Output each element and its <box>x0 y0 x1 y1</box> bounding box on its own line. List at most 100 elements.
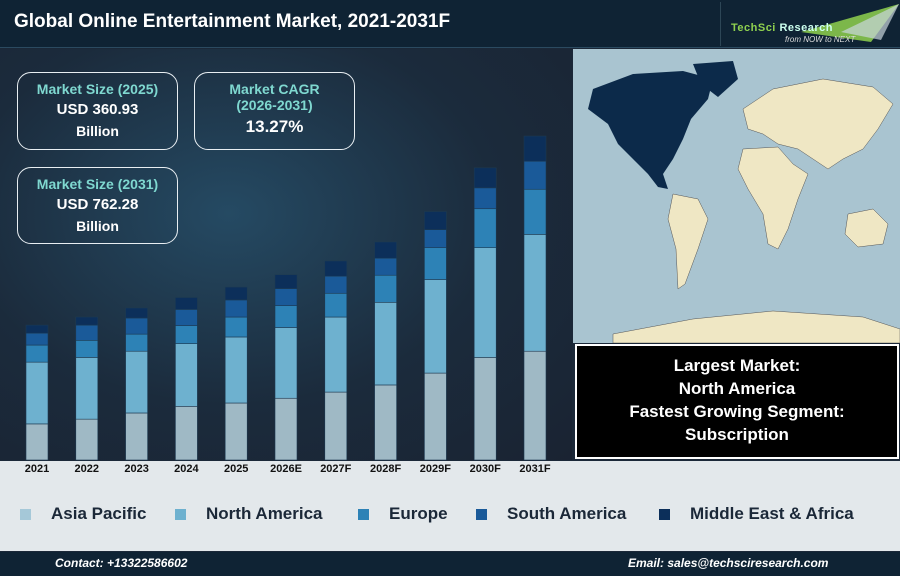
legend-swatch <box>358 508 369 520</box>
x-tick-label: 2022 <box>75 463 99 475</box>
legend-label: North America <box>206 504 323 523</box>
bar-segment-europe-2023 <box>125 333 148 352</box>
bar-segment-asia-pacific-2022 <box>75 418 99 461</box>
legend-label: Middle East & Africa <box>690 504 854 523</box>
bar-segment-asia-pacific-2021 <box>25 423 49 461</box>
bar-segment-europe-2027F <box>324 292 348 318</box>
bar-segment-europe-2026E <box>274 305 298 328</box>
bar-segment-middle-east-africa-2022 <box>75 316 99 326</box>
africa-region <box>737 146 809 250</box>
bar-segment-europe-2022 <box>75 339 99 358</box>
market-size-2025-box: Market Size (2025) USD 360.93 Billion <box>17 72 178 150</box>
europe-asia-region <box>742 78 894 170</box>
techsci-logo: TechSci Research from NOW to NEXT <box>720 2 900 46</box>
bar-segment-asia-pacific-2028F <box>374 384 397 461</box>
fastest-segment-value: Subscription <box>685 425 789 444</box>
bar-segment-south-america-2023 <box>125 317 148 335</box>
bar-segment-south-america-2024 <box>175 309 198 326</box>
legend-label: South America <box>507 504 627 523</box>
market-cagr-box: Market CAGR (2026-2031) 13.27% <box>194 72 355 150</box>
box-title: Market Size (2025) <box>36 81 159 97</box>
x-tick-label: 2023 <box>124 463 148 475</box>
bar-segment-europe-2028F <box>374 274 397 303</box>
largest-market-label: Largest Market: <box>673 356 801 375</box>
bar-segment-asia-pacific-2029F <box>424 372 447 461</box>
x-tick-label: 2030F <box>470 463 501 475</box>
bar-segment-north-america-2021 <box>25 361 49 425</box>
bar-segment-north-america-2025 <box>224 336 248 404</box>
bar-segment-asia-pacific-2027F <box>324 391 348 461</box>
box-unit: Billion <box>76 218 119 234</box>
bar-segment-south-america-2030F <box>473 187 497 210</box>
x-tick-label: 2028F <box>370 463 401 475</box>
logo-text-techsci: TechSci <box>731 22 776 34</box>
bar-segment-south-america-2027F <box>324 275 348 294</box>
bar-segment-south-america-2022 <box>75 324 99 341</box>
x-tick-label: 2026E <box>270 463 302 475</box>
bar-segment-asia-pacific-2024 <box>175 406 198 461</box>
australia-region <box>844 208 889 248</box>
bar-segment-north-america-2031F <box>523 234 547 352</box>
bar-segment-south-america-2029F <box>424 229 447 248</box>
x-tick-label: 2027F <box>320 463 351 475</box>
bar-segment-north-america-2024 <box>175 343 198 407</box>
bar-segment-middle-east-africa-2031F <box>523 135 547 162</box>
legend-swatch <box>659 508 670 520</box>
fastest-segment-label: Fastest Growing Segment: <box>629 402 845 421</box>
bar-segment-north-america-2027F <box>324 316 348 393</box>
box-value: USD 762.28 <box>56 196 139 213</box>
legend-swatch <box>20 508 31 520</box>
bar-segment-middle-east-africa-2027F <box>324 260 348 277</box>
legend-item-middle-east-africa: Middle East & Africa <box>659 504 854 524</box>
contact-phone: Contact: +13322586602 <box>55 556 188 570</box>
box-value: 13.27% <box>245 117 304 136</box>
legend-label: Asia Pacific <box>51 504 147 523</box>
chart-legend: Asia Pacific North America Europe South … <box>0 461 900 551</box>
bar-segment-south-america-2021 <box>25 332 49 346</box>
x-tick-label: 2031F <box>519 463 550 475</box>
bar-segment-middle-east-africa-2025 <box>224 286 248 301</box>
key-findings-callout: Largest Market: North America Fastest Gr… <box>575 344 899 459</box>
north-america-region <box>588 71 713 189</box>
bar-segment-south-america-2025 <box>224 299 248 318</box>
greenland-region <box>693 61 738 97</box>
bar-segment-middle-east-africa-2030F <box>473 167 497 189</box>
bar-segment-north-america-2029F <box>424 279 447 374</box>
bar-segment-europe-2031F <box>523 188 547 235</box>
logo-tagline: from NOW to NEXT <box>785 35 856 44</box>
bar-segment-middle-east-africa-2023 <box>125 307 148 319</box>
bar-segment-asia-pacific-2023 <box>125 412 148 461</box>
legend-item-europe: Europe <box>358 504 448 524</box>
bar-segment-asia-pacific-2025 <box>224 402 248 461</box>
bar-segment-middle-east-africa-2021 <box>25 324 49 334</box>
header: Global Online Entertainment Market, 2021… <box>0 0 900 48</box>
box-value: USD 360.93 <box>56 101 139 118</box>
bar-segment-middle-east-africa-2029F <box>424 211 447 230</box>
market-size-2031-box: Market Size (2031) USD 762.28 Billion <box>17 167 178 244</box>
box-title: Market CAGR (2026-2031) <box>229 81 320 113</box>
bar-segment-middle-east-africa-2024 <box>175 297 198 310</box>
bar-segment-north-america-2026E <box>274 327 298 399</box>
bar-segment-europe-2030F <box>473 208 497 248</box>
bar-segment-europe-2025 <box>224 316 248 338</box>
contact-email: Email: sales@techsciresearch.com <box>628 556 829 570</box>
logo-text-research: Research <box>779 22 833 34</box>
box-unit: Billion <box>76 123 119 139</box>
legend-swatch <box>175 508 186 520</box>
legend-item-south-america: South America <box>476 504 626 524</box>
bar-segment-north-america-2022 <box>75 357 99 420</box>
world-map <box>573 49 900 344</box>
bar-segment-north-america-2023 <box>125 350 148 414</box>
bar-segment-middle-east-africa-2026E <box>274 274 298 289</box>
bar-segment-asia-pacific-2026E <box>274 397 298 461</box>
bar-segment-asia-pacific-2030F <box>473 357 497 461</box>
x-tick-label: 2029F <box>420 463 451 475</box>
bar-segment-south-america-2031F <box>523 160 547 190</box>
legend-item-asia-pacific: Asia Pacific <box>20 504 146 524</box>
x-tick-label: 2024 <box>174 463 199 475</box>
logo-swoosh-icon <box>801 4 899 42</box>
bar-segment-south-america-2028F <box>374 257 397 276</box>
largest-market-value: North America <box>678 379 796 398</box>
bar-segment-europe-2029F <box>424 247 447 280</box>
